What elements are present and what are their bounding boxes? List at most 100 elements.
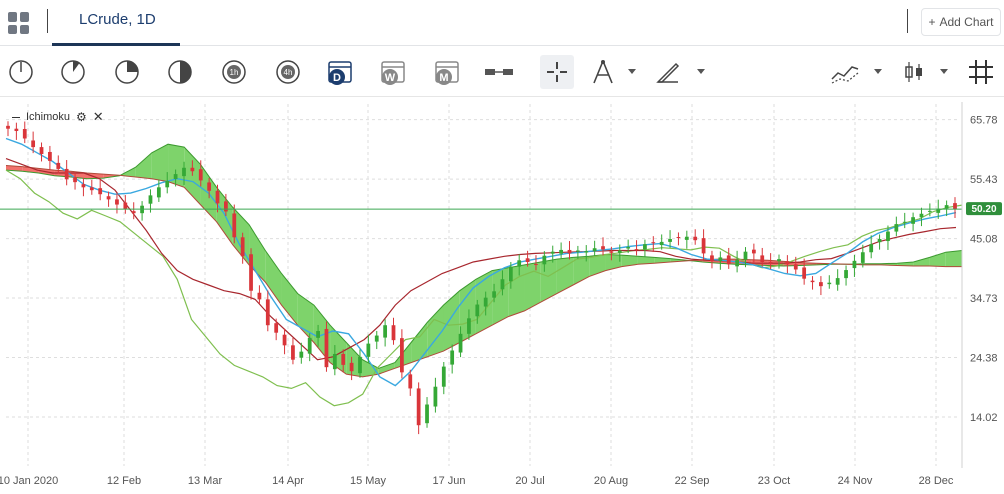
cloud-segment <box>605 254 622 271</box>
candle <box>492 283 496 303</box>
cloud-segment <box>297 293 314 343</box>
candle <box>240 232 245 264</box>
candle <box>575 245 580 259</box>
candle <box>198 160 203 187</box>
x-tick-label: 14 Apr <box>272 475 304 487</box>
candle <box>567 241 572 260</box>
add-chart-button[interactable]: + Add Chart <box>921 8 1001 36</box>
candle <box>14 122 19 140</box>
candle-body <box>710 255 714 261</box>
4h-clock-icon[interactable]: 4h <box>273 57 303 87</box>
x-tick-label: 23 Oct <box>758 475 790 487</box>
candle <box>953 197 957 219</box>
candle <box>458 326 463 358</box>
indicator-icon[interactable] <box>830 57 860 87</box>
price-range-icon[interactable] <box>484 57 514 87</box>
cloud-segment <box>281 273 298 326</box>
candle-body <box>684 236 689 240</box>
candle <box>39 142 44 162</box>
collapse-icon[interactable] <box>12 116 20 118</box>
candle-body <box>215 190 220 204</box>
candle-body <box>751 249 756 254</box>
candle-body <box>316 330 320 338</box>
indicator-legend: Ichimoku ⚙ ✕ <box>12 109 104 125</box>
candle <box>408 369 413 396</box>
candle <box>106 191 111 207</box>
candle-body <box>927 210 932 212</box>
cloud-segment <box>184 147 201 205</box>
candle <box>726 247 731 269</box>
chart-toolbar: 1h 4h D W M <box>0 47 1004 97</box>
candle <box>316 324 320 347</box>
candle-body <box>534 264 538 266</box>
close-icon[interactable]: ✕ <box>92 109 104 124</box>
cloud-segment <box>913 257 930 267</box>
candle <box>115 193 119 214</box>
chevron-down-icon[interactable] <box>874 69 882 74</box>
candle-body <box>726 255 731 265</box>
5m-clock-icon[interactable] <box>58 57 88 87</box>
cloud-segment <box>573 256 590 285</box>
crosshair-icon[interactable] <box>540 55 574 89</box>
candle-body <box>525 258 530 263</box>
15m-clock-icon[interactable] <box>112 57 142 87</box>
30m-clock-icon[interactable] <box>165 57 195 87</box>
cloud-segment <box>459 279 476 343</box>
candle-body <box>307 337 312 354</box>
candle-body <box>936 208 941 213</box>
candle-body <box>224 201 228 212</box>
candle <box>827 275 832 289</box>
trendline-icon[interactable] <box>653 57 683 87</box>
svg-text:D: D <box>333 72 341 84</box>
candle <box>349 356 354 381</box>
candle <box>257 285 262 304</box>
daily-calendar-icon[interactable]: D <box>325 57 355 87</box>
candle <box>399 329 404 379</box>
price-chart[interactable]: 65.78 55.43 45.08 34.73 24.38 14.02 10 Jan 20… <box>0 98 1004 494</box>
candle <box>542 251 547 272</box>
chevron-down-icon[interactable] <box>940 69 948 74</box>
candle-body <box>953 203 957 210</box>
chevron-down-icon[interactable] <box>697 69 705 74</box>
cloud-segment <box>232 207 250 265</box>
cloud-segment <box>621 255 638 267</box>
candle-body <box>852 260 857 269</box>
candle <box>877 234 882 250</box>
cloud-segment <box>443 290 460 352</box>
candle-body <box>701 238 706 254</box>
candle-body <box>173 174 178 179</box>
candle-body <box>358 356 362 374</box>
candle-body <box>735 259 739 267</box>
candle <box>684 230 689 249</box>
monthly-calendar-icon[interactable]: M <box>432 57 462 87</box>
cloud-segment <box>637 256 655 265</box>
y-tick-label: 24.38 <box>970 353 998 365</box>
candle-body <box>902 221 907 223</box>
layout-grid-icon[interactable] <box>8 12 30 34</box>
candle <box>559 242 564 259</box>
chevron-down-icon[interactable] <box>628 69 636 74</box>
tick-clock-icon[interactable] <box>6 57 36 87</box>
candle <box>123 195 128 214</box>
candle <box>869 235 874 259</box>
1h-clock-icon[interactable]: 1h <box>219 57 249 87</box>
candle <box>919 207 924 227</box>
cloud-segment <box>945 250 962 267</box>
candle <box>643 239 647 257</box>
candlestick-icon[interactable] <box>899 57 929 87</box>
tab-lcrude[interactable]: LCrude, 1D <box>52 0 180 46</box>
candle-body <box>332 353 337 370</box>
candle <box>450 344 455 374</box>
candle-body <box>374 335 379 342</box>
grid-icon[interactable] <box>966 57 996 87</box>
gear-icon[interactable]: ⚙ <box>76 110 87 124</box>
weekly-calendar-icon[interactable]: W <box>378 57 408 87</box>
candle-body <box>441 366 446 387</box>
candle-body <box>877 239 882 243</box>
candle <box>467 309 471 340</box>
candle-body <box>827 282 832 285</box>
cloud-segment <box>589 254 606 277</box>
candle-body <box>341 353 346 365</box>
drawing-compass-icon[interactable] <box>588 57 618 87</box>
candle-body <box>785 261 790 265</box>
